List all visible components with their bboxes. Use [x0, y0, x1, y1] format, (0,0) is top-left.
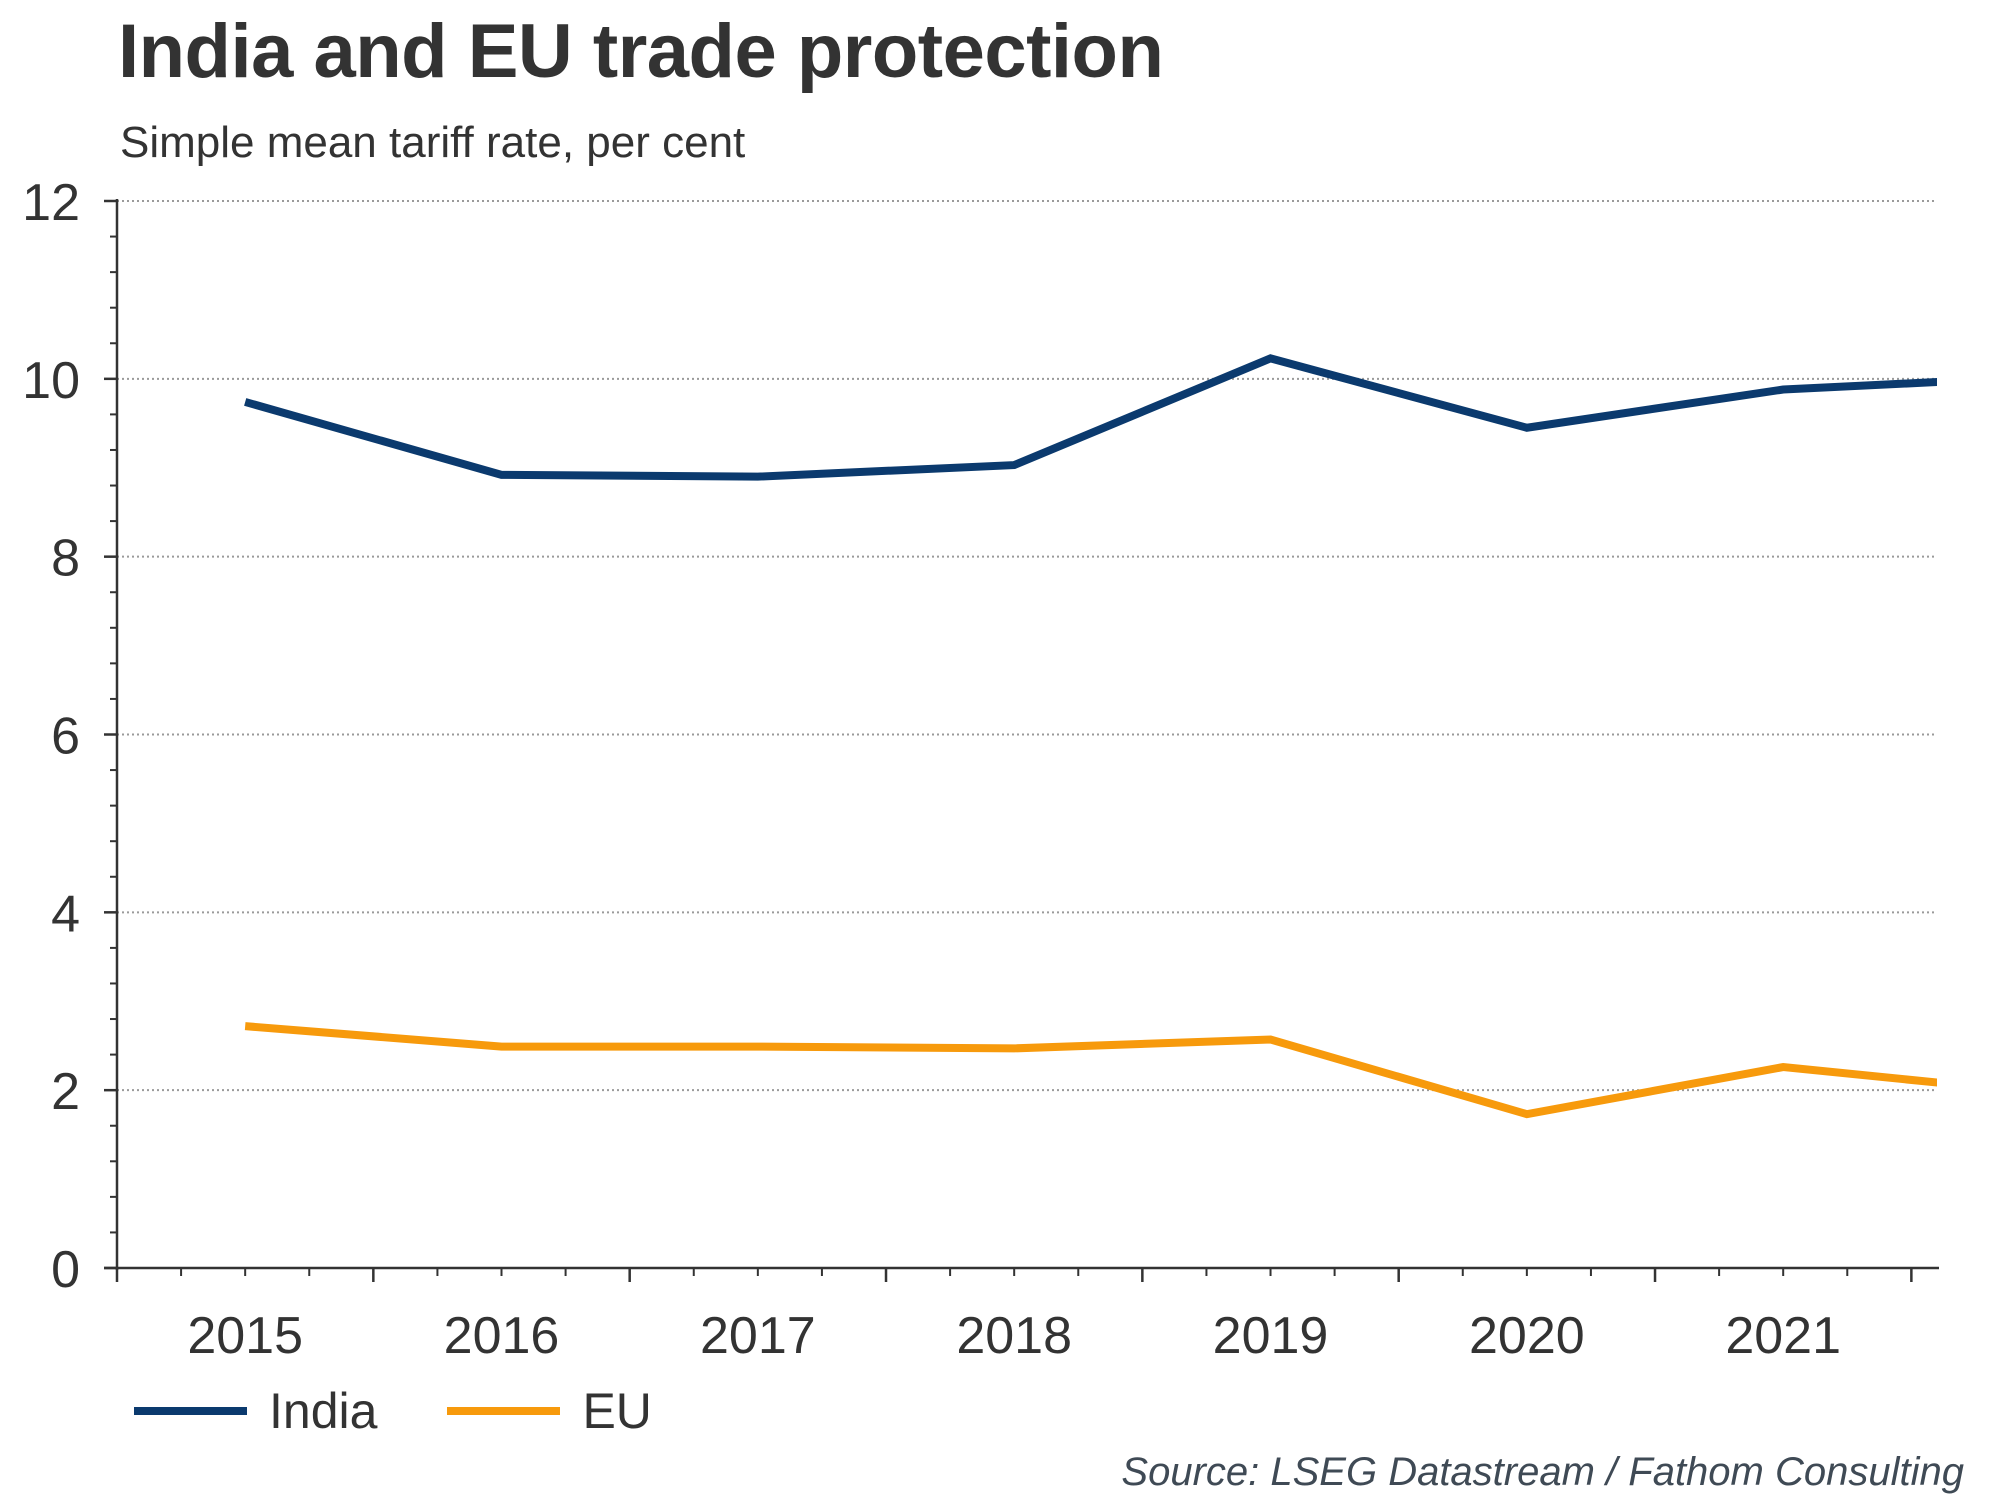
legend-swatch-eu	[447, 1407, 561, 1415]
source-note: Source: LSEG Datastream / Fathom Consult…	[1121, 1450, 1964, 1494]
chart-subtitle: Simple mean tariff rate, per cent	[120, 118, 746, 167]
legend-item-eu: EU	[447, 1382, 652, 1440]
series-lines	[244, 354, 1937, 1119]
y-tick-label: 0	[51, 1241, 80, 1299]
x-tick-label: 2021	[1725, 1307, 1841, 1365]
x-tick-label: 2020	[1469, 1307, 1585, 1365]
x-tick-label: 2018	[956, 1307, 1072, 1365]
legend-swatch-india	[134, 1407, 247, 1415]
legend-label-eu: EU	[582, 1383, 652, 1439]
legend-label-india: India	[269, 1383, 378, 1439]
legend-item-india: India	[134, 1382, 377, 1440]
x-axis: 2015 2016 2017 2018 2019 2020 2021	[104, 1266, 1939, 1365]
series-line-india	[244, 354, 1937, 481]
y-axis: 0 2 4 6 8 10 12	[22, 174, 119, 1299]
y-tick-label: 4	[51, 885, 80, 943]
y-tick-label: 12	[22, 174, 80, 232]
series-line-eu	[244, 1022, 1937, 1119]
y-tick-label: 2	[51, 1063, 80, 1121]
x-tick-label: 2019	[1213, 1307, 1329, 1365]
y-tick-label: 10	[22, 352, 80, 410]
y-tick-label: 8	[51, 530, 80, 588]
legend: India EU	[134, 1376, 722, 1446]
y-tick-label: 6	[51, 708, 80, 766]
x-tick-label: 2017	[700, 1307, 816, 1365]
x-tick-label: 2016	[444, 1307, 560, 1365]
gridlines	[117, 200, 1937, 1092]
chart-title: India and EU trade protection	[118, 9, 1164, 94]
x-tick-label: 2015	[187, 1307, 303, 1365]
